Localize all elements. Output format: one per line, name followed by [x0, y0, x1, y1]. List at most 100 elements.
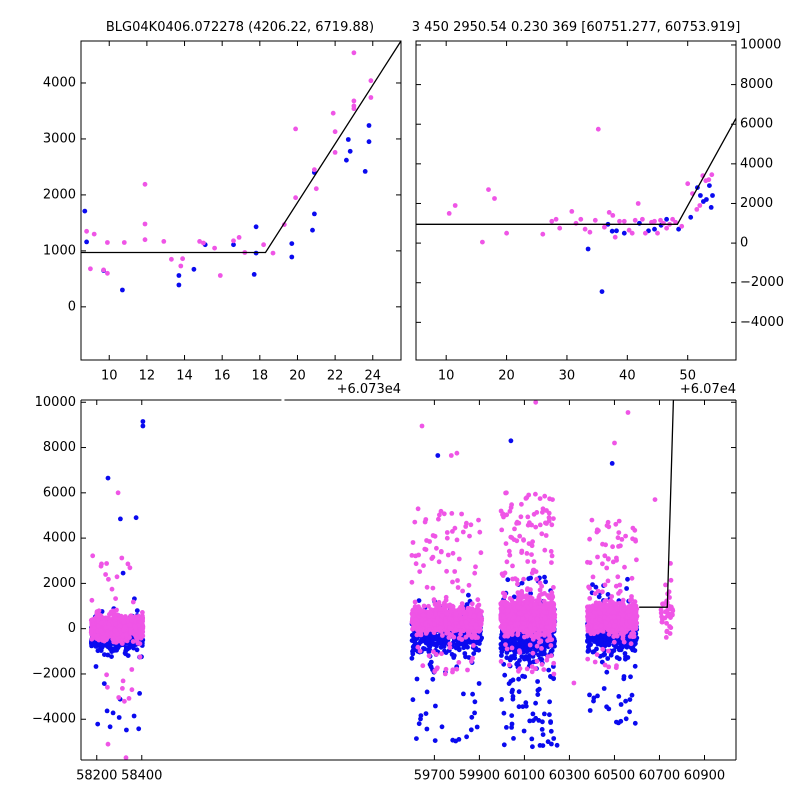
magenta-data-point — [454, 537, 460, 543]
blue-data-point — [595, 693, 600, 699]
left-panel-title: BLG04K0406.072278 (4206.22, 6719.88) — [106, 20, 374, 35]
magenta-data-point — [709, 172, 715, 178]
magenta-data-point — [434, 652, 439, 657]
magenta-data-point — [469, 620, 475, 626]
magenta-data-point — [606, 210, 612, 215]
magenta-data-point — [129, 687, 135, 693]
blue-data-point — [120, 287, 125, 293]
magenta-data-point — [313, 186, 319, 192]
magenta-data-point — [439, 651, 444, 657]
blue-data-point — [104, 708, 110, 714]
magenta-data-point — [529, 664, 535, 669]
blue-data-point — [632, 720, 638, 726]
magenta-data-point — [161, 239, 167, 244]
blue-data-point — [596, 594, 602, 600]
blue-data-point — [621, 676, 627, 682]
blue-data-point — [507, 657, 513, 663]
magenta-data-point — [499, 605, 505, 611]
blue-data-point — [472, 710, 477, 716]
blue-data-point — [418, 716, 423, 722]
magenta-data-point — [129, 667, 135, 672]
blue-data-point — [120, 570, 126, 576]
magenta-data-point — [126, 696, 132, 701]
blue-data-point — [463, 654, 468, 660]
magenta-data-point — [413, 553, 418, 559]
x-tick-label: 22 — [327, 369, 344, 384]
magenta-data-point — [634, 557, 639, 563]
plot-area — [88, 400, 736, 760]
magenta-data-point — [475, 607, 481, 613]
magenta-data-point — [103, 572, 108, 577]
magenta-data-point — [507, 613, 513, 619]
magenta-data-point — [231, 238, 236, 244]
magenta-data-point — [541, 667, 547, 672]
magenta-data-point — [442, 671, 448, 677]
magenta-data-point — [293, 126, 298, 132]
magenta-data-point — [521, 576, 526, 582]
magenta-data-point — [697, 203, 703, 208]
magenta-data-point — [412, 599, 418, 605]
blue-data-point — [114, 647, 119, 653]
magenta-data-point — [135, 616, 140, 621]
magenta-data-point — [450, 550, 456, 556]
magenta-data-point — [504, 646, 510, 652]
blue-data-point — [92, 643, 98, 648]
blue-data-point — [533, 700, 538, 706]
blue-data-point — [107, 646, 113, 652]
blue-data-point — [547, 712, 552, 718]
magenta-data-point — [539, 662, 545, 667]
blue-data-point — [604, 704, 609, 710]
blue-data-point — [516, 676, 521, 682]
blue-data-point — [476, 681, 482, 686]
magenta-data-point — [530, 539, 535, 545]
magenta-data-point — [476, 517, 481, 523]
blue-data-point — [510, 696, 516, 702]
magenta-data-point — [125, 619, 130, 624]
magenta-data-point — [501, 614, 507, 620]
magenta-data-point — [459, 620, 464, 626]
magenta-data-point — [421, 603, 427, 609]
magenta-data-point — [469, 601, 475, 607]
blue-data-point — [528, 575, 533, 581]
magenta-data-point — [106, 576, 111, 582]
blue-data-point — [466, 592, 471, 598]
magenta-data-point — [539, 531, 545, 537]
blue-data-point — [587, 692, 592, 698]
blue-data-point — [587, 708, 593, 713]
magenta-data-point — [452, 525, 458, 531]
y-tick-label: 3000 — [43, 131, 76, 146]
magenta-data-point — [467, 533, 472, 539]
x-tick-label: 12 — [139, 369, 156, 384]
magenta-data-point — [458, 616, 464, 622]
magenta-data-point — [430, 585, 436, 591]
magenta-data-point — [120, 678, 126, 684]
magenta-data-point — [478, 550, 484, 556]
magenta-data-point — [426, 603, 431, 609]
magenta-data-point — [439, 613, 445, 619]
blue-data-point — [464, 734, 469, 740]
magenta-data-point — [119, 555, 125, 561]
magenta-data-point — [463, 524, 469, 529]
magenta-data-point — [104, 561, 109, 566]
magenta-data-point — [530, 567, 536, 573]
magenta-data-point — [130, 639, 136, 644]
blue-data-point — [589, 637, 595, 642]
magenta-data-point — [543, 533, 549, 538]
magenta-data-point — [517, 611, 522, 616]
magenta-data-point — [426, 653, 432, 659]
magenta-data-point — [630, 525, 636, 531]
magenta-data-point — [434, 545, 439, 551]
magenta-data-point — [516, 668, 521, 674]
blue-data-point — [105, 652, 111, 658]
magenta-data-point — [422, 519, 428, 525]
x-tick-label: 20 — [498, 369, 515, 384]
magenta-data-point — [468, 522, 474, 528]
blue-data-point — [676, 226, 681, 232]
blue-data-point — [586, 648, 591, 653]
blue-data-point — [468, 727, 474, 733]
blue-data-point — [516, 689, 522, 695]
magenta-data-point — [551, 585, 556, 590]
blue-data-point — [623, 716, 629, 722]
magenta-data-point — [524, 666, 530, 672]
blue-data-point — [664, 216, 669, 222]
